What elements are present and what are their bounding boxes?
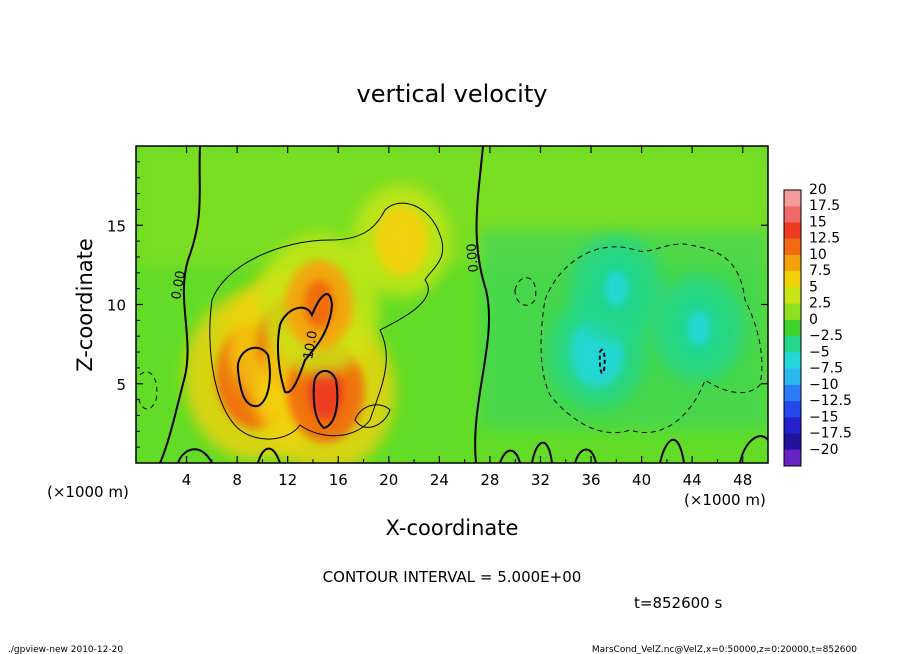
contour-10-a [236, 346, 271, 408]
contour-label-left: 0.00 [169, 270, 189, 301]
colorbar-swatch [784, 319, 801, 337]
colorbar-swatch [784, 417, 801, 435]
contour-lines [137, 146, 768, 463]
field-blobs [184, 184, 745, 463]
y-tick-label: 10 [107, 297, 126, 315]
colorbar-swatch [784, 271, 801, 288]
x-tick-label: 24 [430, 471, 449, 489]
neg-contour-d [137, 371, 158, 410]
x-axis: 4 8 12 16 20 24 28 32 36 40 44 48 [160, 146, 752, 489]
field-core-downdraft [604, 270, 628, 307]
contour-interval-text: CONTOUR INTERVAL = 5.000E+00 [323, 568, 582, 586]
contour-label-updraft: 10.0 [301, 330, 321, 361]
colorbar-label: 12.5 [809, 231, 840, 247]
y-axis-label: Z-coordinate [73, 238, 97, 372]
bottom-contour-6 [659, 438, 685, 463]
bottom-contour-2 [257, 447, 281, 463]
colorbar-swatch [784, 368, 801, 386]
bottom-contour-5 [574, 448, 597, 463]
bottom-contour-1 [177, 448, 213, 463]
colorbar-label: −10 [809, 377, 839, 393]
colorbar-swatch [784, 222, 801, 240]
x-tick-label: 4 [182, 471, 192, 489]
neg-contour-c [598, 348, 606, 375]
colorbar-label: −15 [809, 409, 839, 425]
x-tick-label: 28 [480, 471, 499, 489]
colorbar-swatch [784, 254, 801, 272]
colorbar-label: 5 [809, 279, 818, 295]
zero-contour-left [159, 146, 201, 463]
colorbar-label: −17.5 [809, 426, 852, 442]
field-core-downdraft [585, 332, 610, 372]
plot-area: 0.00 0.00 10.0 [135, 145, 769, 464]
contour-10-c [312, 370, 339, 430]
time-text: t=852600 s [634, 594, 722, 612]
x-tick-label: 32 [531, 471, 550, 489]
colorbar-swatch [784, 238, 801, 256]
x-tick-label: 44 [683, 471, 702, 489]
colorbar-frame [783, 189, 802, 467]
colorbar-label: 17.5 [809, 198, 840, 214]
x-tick-label: 48 [733, 471, 752, 489]
contour-10-b [276, 293, 334, 394]
x-tick-label: 12 [278, 471, 297, 489]
contour-label-middle: 0.00 [465, 243, 482, 273]
colorbar-label: 2.5 [809, 296, 831, 312]
contour-5-small [354, 404, 391, 428]
x-unit-left: (×1000 m) [47, 483, 129, 501]
colorbar-label: −7.5 [809, 361, 843, 377]
colorbar-label: 7.5 [809, 263, 831, 279]
y-tick-label: 5 [116, 376, 126, 394]
field-core-downdraft [686, 310, 710, 347]
x-axis-label: X-coordinate [386, 516, 519, 540]
colorbar-swatch [784, 206, 801, 223]
y-tick-label: 15 [107, 217, 126, 235]
colorbar-swatch [784, 401, 801, 418]
colorbar-label: −5 [809, 344, 830, 360]
field-core-updraft [389, 221, 414, 261]
colorbar-swatch [784, 287, 801, 305]
x-tick-label: 16 [329, 471, 348, 489]
x-unit-right: (×1000 m) [684, 491, 766, 509]
colorbar-swatch [784, 352, 801, 370]
colorbar-swatch [784, 433, 801, 451]
neg-contour-b [540, 243, 763, 434]
colorbar-label: 15 [809, 214, 827, 230]
x-tick-label: 20 [379, 471, 398, 489]
bottom-contour-4 [531, 441, 553, 463]
x-tick-label: 8 [232, 471, 242, 489]
colorbar-label: 10 [809, 247, 827, 263]
bottom-contour-3 [499, 449, 521, 463]
bottom-contour-7 [739, 435, 768, 463]
colorbar-label: −2.5 [809, 328, 843, 344]
colorbar-swatch [784, 384, 801, 402]
colorbar-label: 20 [809, 182, 827, 198]
chart-title: vertical velocity [357, 80, 548, 108]
colorbar-swatch [784, 449, 801, 467]
colorbar-label: −12.5 [809, 393, 852, 409]
footer-left: ./gpview-new 2010-12-20 [8, 645, 123, 654]
zero-contour-middle [474, 146, 490, 463]
colorbar-label: 0 [809, 312, 818, 328]
y-axis: 5 10 15 [107, 161, 768, 448]
colorbar: 2017.51512.5107.552.50−2.5−5−7.5−10−12.5… [783, 182, 852, 467]
x-tick-label: 36 [581, 471, 600, 489]
heatmap-field: 0.00 0.00 10.0 [136, 146, 768, 463]
colorbar-swatch [784, 336, 801, 353]
footer-right: MarsCond_VelZ.nc@VelZ,x=0:50000,z=0:2000… [592, 645, 857, 654]
colorbar-label: −20 [809, 442, 839, 458]
neg-contour-a [514, 277, 537, 306]
colorbar-swatch [784, 303, 801, 321]
colorbar-swatch [784, 190, 801, 207]
contour-5-updraft [209, 202, 444, 440]
x-tick-label: 40 [632, 471, 651, 489]
